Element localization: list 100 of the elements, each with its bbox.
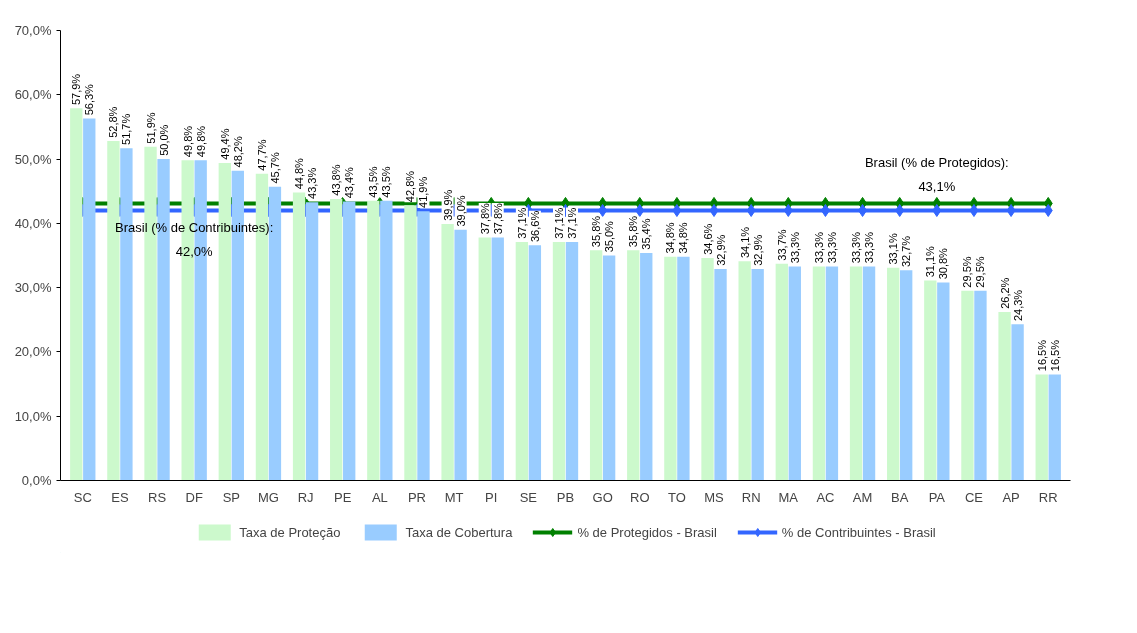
x-tick-label: DF	[185, 489, 203, 505]
data-label: 57,9%	[70, 73, 83, 106]
y-tick-label: 40,0%	[14, 215, 52, 231]
data-label: 31,1%	[924, 245, 937, 278]
bar	[974, 290, 987, 481]
data-label: 33,1%	[887, 233, 900, 265]
bar	[528, 245, 542, 481]
y-tick-label: 70,0%	[14, 23, 52, 38]
bar	[664, 256, 677, 481]
data-label: 35,4%	[640, 218, 653, 250]
bar	[961, 290, 974, 481]
bar	[417, 211, 430, 481]
bar	[1011, 324, 1024, 481]
bar	[552, 242, 566, 481]
x-tick-label: BA	[891, 489, 909, 505]
data-label: 34,8%	[677, 222, 690, 254]
bar	[701, 258, 714, 481]
x-tick-label: MT	[444, 489, 464, 505]
bar	[849, 266, 863, 481]
bar	[305, 202, 319, 481]
x-tick-label: SP	[222, 489, 240, 505]
bar	[330, 198, 343, 481]
x-tick-label: RS	[148, 489, 167, 505]
x-tick-label: MA	[778, 489, 799, 505]
x-tick-label: RO	[630, 489, 650, 505]
legend-label: % de Protegidos - Brasil	[577, 524, 717, 540]
bar	[343, 201, 356, 481]
data-label: 48,2%	[231, 136, 244, 168]
data-label: 35,8%	[590, 215, 603, 248]
bar	[565, 242, 579, 481]
bar	[367, 200, 380, 481]
data-label: 42,8%	[404, 170, 417, 203]
bar	[292, 192, 306, 481]
data-label: 33,3%	[863, 231, 876, 264]
y-tick-label: 10,0%	[14, 408, 52, 424]
data-label: 33,3%	[825, 231, 838, 264]
data-label: 37,1%	[553, 207, 565, 239]
x-tick-label: MG	[257, 489, 279, 505]
x-tick-label: PB	[556, 489, 575, 505]
annotation: Brasil (% de Protegidos): 43,1%	[864, 154, 1009, 194]
data-label: 34,8%	[664, 222, 677, 254]
bar	[380, 200, 393, 481]
data-label: 43,3%	[306, 167, 319, 199]
legend-label: % de Contribuintes - Brasil	[781, 524, 936, 540]
data-label: 47,7%	[255, 139, 268, 171]
data-label: 33,3%	[850, 231, 863, 264]
x-tick-label: PI	[485, 489, 498, 505]
x-tick-label: RR	[1038, 489, 1058, 505]
y-tick-label: 0,0%	[21, 473, 52, 488]
data-label: 26,2%	[998, 277, 1011, 309]
bar	[602, 255, 616, 481]
data-label: 37,1%	[566, 207, 578, 239]
x-tick-label: AC	[816, 489, 835, 505]
data-label: 33,7%	[775, 229, 788, 261]
bar	[812, 266, 826, 481]
data-label: 44,8%	[293, 157, 306, 190]
bar	[937, 282, 950, 481]
x-tick-label: PR	[407, 489, 426, 505]
bar	[751, 269, 764, 481]
data-label: 37,8%	[478, 202, 491, 235]
data-label: 37,8%	[491, 202, 504, 235]
data-label: 43,4%	[343, 166, 356, 199]
data-label: 32,9%	[751, 234, 764, 266]
bar	[738, 261, 751, 481]
data-label: 34,6%	[701, 223, 714, 255]
data-label: 37,1%	[515, 207, 528, 239]
bar	[1035, 374, 1048, 481]
bar	[862, 266, 876, 481]
bar	[775, 263, 788, 481]
data-label: 36,6%	[528, 210, 541, 242]
data-label: 33,3%	[812, 231, 825, 264]
data-label: 32,9%	[714, 234, 727, 266]
bar	[887, 267, 900, 481]
bar	[491, 237, 504, 481]
data-label: 24,3%	[1011, 289, 1024, 322]
data-label: 49,8%	[194, 125, 207, 158]
data-label: 29,5%	[961, 256, 974, 288]
data-label: 50,0%	[157, 124, 170, 156]
x-tick-label: TO	[667, 489, 686, 505]
data-label: 16,5%	[1035, 339, 1048, 372]
data-label: 33,3%	[788, 231, 801, 264]
data-label: 35,8%	[627, 215, 640, 248]
data-label: 43,5%	[380, 166, 393, 198]
bar	[478, 237, 491, 481]
data-label: 49,4%	[218, 128, 231, 160]
y-tick-label: 30,0%	[14, 280, 52, 296]
data-label: 30,8%	[937, 247, 950, 280]
x-tick-label: ES	[111, 489, 129, 505]
bar	[677, 256, 690, 481]
legend-label: Taxa de Cobertura	[405, 524, 513, 540]
bar	[640, 252, 653, 481]
x-tick-label: AM	[852, 489, 873, 505]
data-label: 39,9%	[441, 189, 454, 221]
data-label: 56,3%	[83, 83, 96, 116]
bar	[589, 250, 603, 481]
legend-label: Taxa de Proteção	[239, 524, 341, 540]
bar	[515, 242, 529, 481]
data-label: 16,5%	[1048, 339, 1061, 372]
x-tick-label: AP	[1002, 489, 1020, 505]
x-tick-label: SC	[73, 489, 92, 505]
